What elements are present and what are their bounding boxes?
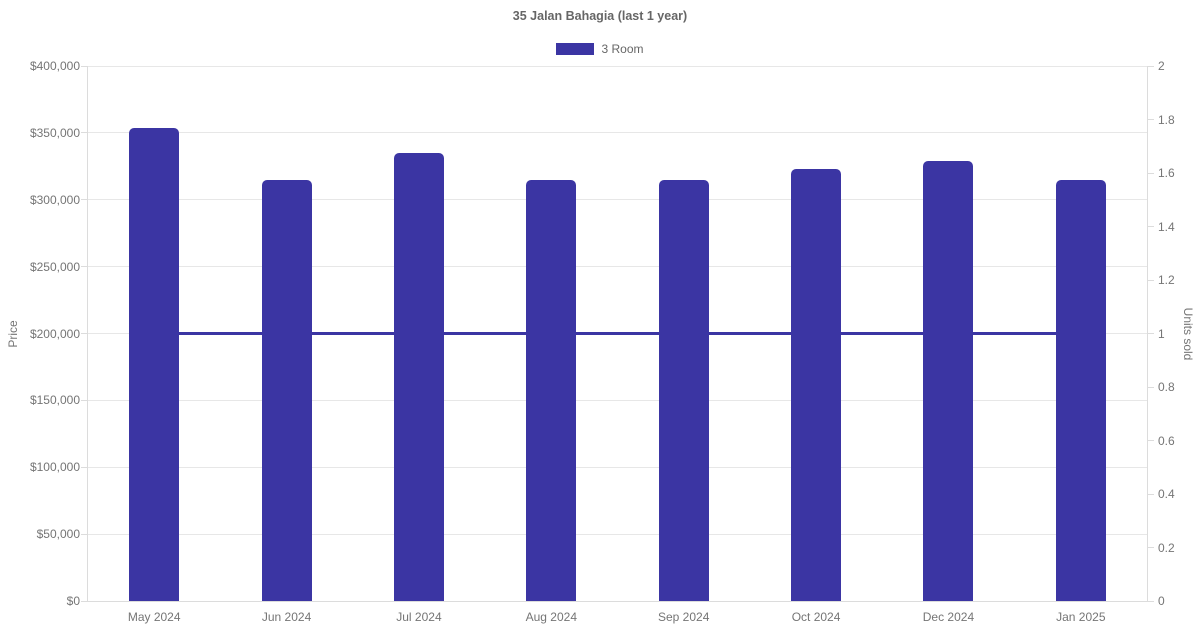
y-axis-left-border xyxy=(87,66,88,601)
bar-jun-2024[interactable] xyxy=(261,179,312,601)
price-tick xyxy=(81,600,88,602)
price-tick-label: $150,000 xyxy=(29,393,80,408)
x-axis-label: Jul 2024 xyxy=(396,610,442,624)
price-tick xyxy=(81,333,88,334)
x-axis-label: Dec 2024 xyxy=(922,610,975,624)
x-axis-label: Jun 2024 xyxy=(261,610,312,624)
units-tick-label: 2 xyxy=(1158,59,1165,73)
legend-swatch-icon xyxy=(556,43,595,55)
units-tick-label: 0.4 xyxy=(1158,487,1175,501)
units-tick-label: 0.6 xyxy=(1158,433,1175,448)
price-tick-label: $300,000 xyxy=(29,192,80,207)
chart-title: 35 Jalan Bahagia (last 1 year) xyxy=(512,9,688,23)
price-gridline xyxy=(88,399,1147,401)
price-tick-label: $400,000 xyxy=(29,59,80,73)
bar-aug-2024[interactable] xyxy=(526,179,577,601)
bar-jul-2024[interactable] xyxy=(393,152,444,601)
units-tick-label: 0.2 xyxy=(1158,540,1175,555)
price-tick-label: $50,000 xyxy=(36,527,80,542)
price-gridline xyxy=(88,132,1147,134)
x-axis-label: Jan 2025 xyxy=(1056,610,1106,624)
units-tick xyxy=(1147,172,1154,174)
units-tick-label: 1 xyxy=(1158,326,1165,341)
price-tick-label: $350,000 xyxy=(29,125,80,140)
legend-item-label: 3 Room xyxy=(601,42,644,56)
units-tick-label: 1.8 xyxy=(1158,112,1175,127)
units-tick-label: 1.4 xyxy=(1158,219,1175,234)
bar-jan-2025[interactable] xyxy=(1055,179,1106,601)
units-tick xyxy=(1147,333,1154,334)
price-tick xyxy=(81,466,88,468)
price-tick-label: $0 xyxy=(66,594,80,608)
x-axis-label: May 2024 xyxy=(127,610,181,624)
price-gridline xyxy=(88,199,1147,201)
units-tick xyxy=(1147,119,1154,120)
legend-item-3-room[interactable]: 3 Room xyxy=(556,42,644,56)
units-tick xyxy=(1147,600,1154,602)
units-tick xyxy=(1147,279,1154,281)
units-tick-label: 0.8 xyxy=(1158,380,1175,394)
y-axis-title-units-sold: Units sold xyxy=(1181,307,1195,360)
price-tick-label: $250,000 xyxy=(29,259,80,274)
price-gridline xyxy=(88,533,1147,535)
price-tick xyxy=(81,533,88,535)
bar-dec-2024[interactable] xyxy=(923,160,974,601)
units-tick xyxy=(1147,65,1154,67)
units-tick-label: 1.6 xyxy=(1158,166,1175,180)
price-tick xyxy=(81,132,88,134)
price-gridline xyxy=(88,65,1147,67)
x-axis-label: Sep 2024 xyxy=(657,610,710,624)
units-tick xyxy=(1147,440,1154,441)
x-axis-label: Aug 2024 xyxy=(525,610,577,624)
units-tick xyxy=(1147,386,1154,388)
price-tick-label: $200,000 xyxy=(29,326,80,341)
y-axis-right-border xyxy=(1147,66,1148,601)
units-tick xyxy=(1147,493,1154,495)
bar-sep-2024[interactable] xyxy=(658,179,709,601)
price-gridline xyxy=(88,466,1147,468)
price-tick xyxy=(81,199,88,201)
x-axis-border xyxy=(88,601,1147,602)
units-tick xyxy=(1147,226,1154,227)
units-tick xyxy=(1147,547,1154,548)
price-tick xyxy=(81,266,88,268)
units-sold-line xyxy=(154,332,1081,335)
price-tick xyxy=(81,65,88,67)
price-gridline xyxy=(88,266,1147,268)
bar-oct-2024[interactable] xyxy=(791,168,842,601)
price-tick xyxy=(81,399,88,401)
x-axis-label: Oct 2024 xyxy=(791,610,841,624)
chart-legend: 3 Room xyxy=(0,42,1200,56)
units-tick-label: 1.2 xyxy=(1158,273,1175,287)
bar-may-2024[interactable] xyxy=(129,127,180,601)
price-tick-label: $100,000 xyxy=(29,460,80,475)
units-tick-label: 0 xyxy=(1158,594,1165,608)
